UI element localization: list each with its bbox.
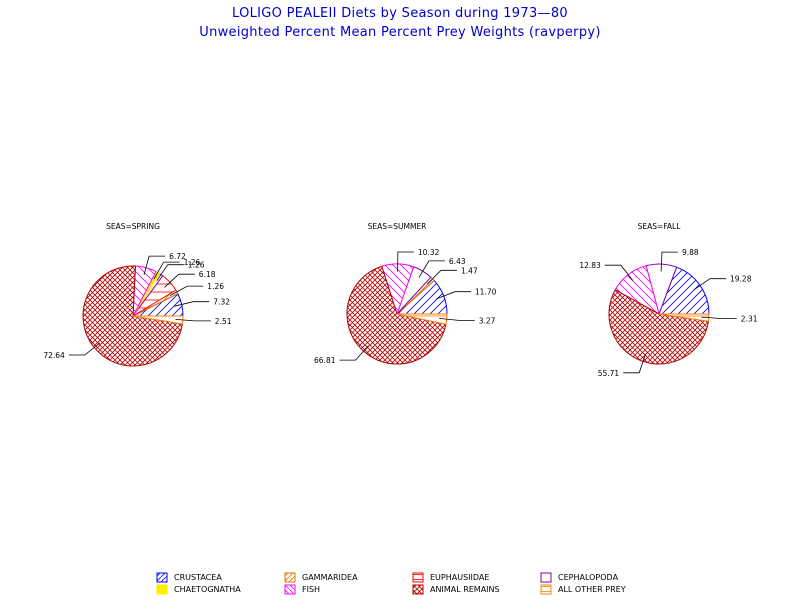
leader-line [436, 291, 471, 300]
leader-line [418, 260, 445, 278]
chart-titles: LOLIGO PEALEII Diets by Season during 19… [0, 4, 800, 42]
leader-line [693, 278, 726, 291]
slice-label: 66.81 [314, 356, 336, 365]
pie-title: SEAS=FALL [638, 222, 682, 231]
pie-seas-fall: SEAS=FALL 19.28 9.88 12.83 55.71 2.31 [579, 222, 757, 378]
leader-line [623, 354, 646, 374]
slice-label: 1.26 [207, 282, 224, 291]
slice-label: 2.51 [215, 317, 232, 326]
legend-swatch [540, 584, 552, 595]
leader-line [339, 345, 369, 361]
legend-swatch [412, 584, 424, 595]
slice-label: 6.43 [449, 257, 466, 266]
leader-line [153, 261, 180, 280]
legend-label: ANIMAL REMAINS [430, 585, 500, 594]
legend-item-all-other-prey: ALL OTHER PREY [540, 584, 668, 596]
slice-label: 1.47 [461, 266, 478, 275]
slice-label: 1.26 [188, 261, 205, 270]
slice-label: 12.83 [579, 261, 601, 270]
leader-line [660, 251, 678, 272]
slice-label: 19.28 [730, 275, 752, 284]
leader-line [164, 273, 195, 288]
slice-label: 11.70 [475, 288, 497, 297]
leader-line [426, 269, 457, 285]
slice-label: 6.72 [169, 252, 186, 261]
pie-title: SEAS=SPRING [106, 222, 160, 231]
legend-swatch [284, 584, 296, 595]
leader-line [701, 316, 737, 319]
slice-label: 6.18 [199, 270, 216, 279]
legend-swatch [412, 572, 424, 583]
legend-item-chaetognatha: CHAETOGNATHA [156, 584, 284, 596]
legend-item-gammaridea: GAMMARIDEA [284, 572, 412, 584]
legend-item-fish: FISH [284, 584, 412, 596]
slice-label: 10.32 [418, 248, 440, 257]
pie-seas-summer: SEAS=SUMMER 11.70 1.476.43 10.32 66.81 3.27 [314, 222, 497, 365]
slice-label: 1.26 [184, 258, 201, 267]
leader-line [397, 251, 414, 272]
leader-line [143, 255, 166, 276]
leader-line [156, 264, 184, 282]
chart-subtitle: Unweighted Percent Mean Percent Prey Wei… [199, 25, 601, 40]
legend-label: FISH [302, 585, 321, 594]
legend-swatch [156, 572, 168, 583]
legend-swatch [540, 572, 552, 583]
leader-line [439, 318, 475, 321]
pie-charts: SEAS=SPRING7.321.266.181.261.266.7272.64… [43, 222, 757, 378]
chart-title: LOLIGO PEALEII Diets by Season during 19… [232, 6, 568, 21]
legend-label: ALL OTHER PREY [558, 585, 626, 594]
legend-item-animal-remains: ANIMAL REMAINS [412, 584, 540, 596]
leader-line [604, 264, 634, 281]
slice-label: 2.31 [741, 315, 758, 324]
pie-title: SEAS=SUMMER [368, 222, 427, 231]
legend-label: CEPHALOPODA [558, 573, 619, 582]
legend-item-euphausiidae: EUPHAUSIIDAE [412, 572, 540, 584]
legend-label: GAMMARIDEA [302, 573, 358, 582]
legend-label: EUPHAUSIIDAE [430, 573, 490, 582]
legend-label: CHAETOGNATHA [174, 585, 241, 594]
slice-label: 72.64 [43, 351, 65, 360]
legend-swatch [156, 584, 168, 595]
legend-label: CRUSTACEA [174, 573, 222, 582]
slice-label: 7.32 [213, 298, 230, 307]
slice-label: 55.71 [598, 369, 620, 378]
leader-line [68, 342, 101, 356]
slice-label: 9.88 [682, 248, 699, 257]
legend-item-crustacea: CRUSTACEA [156, 572, 284, 584]
legend-swatch [284, 572, 296, 583]
pie-seas-spring: SEAS=SPRING7.321.266.181.261.266.7272.64… [43, 222, 232, 367]
legend-item-cephalopoda: CEPHALOPODA [540, 572, 668, 584]
slice-label: 3.27 [479, 316, 496, 325]
leader-line [175, 319, 211, 322]
leader-line [170, 285, 204, 296]
leader-line [174, 301, 210, 307]
